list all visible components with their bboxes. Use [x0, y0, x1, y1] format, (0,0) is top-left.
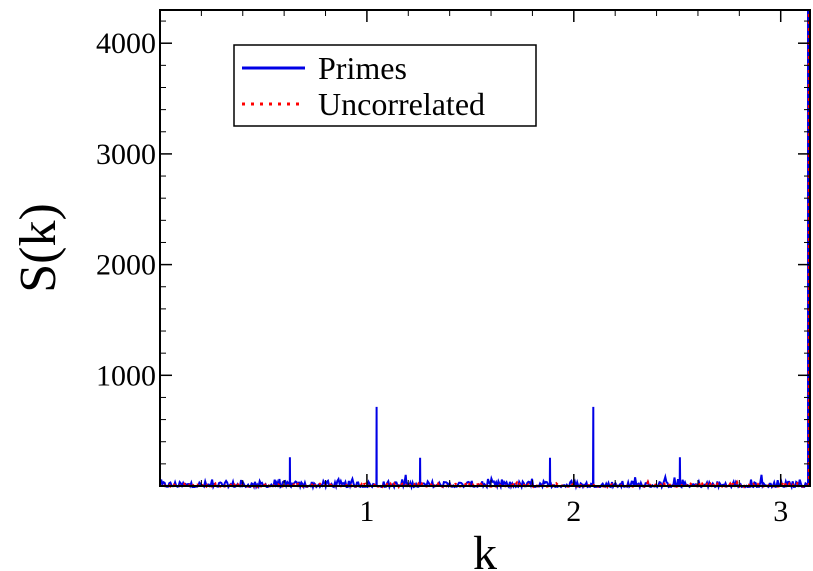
x-tick-label: 1 — [359, 495, 374, 528]
y-tick-label: 2000 — [96, 249, 156, 282]
legend-label-uncorrelated: Uncorrelated — [318, 86, 485, 122]
ticks-layer: 1 2 3 1000 2000 3000 4000 — [96, 10, 810, 528]
y-tick-label: 3000 — [96, 138, 156, 171]
x-axis-title: k — [473, 527, 497, 571]
legend: Primes Uncorrelated — [233, 44, 537, 127]
y-tick-label: 1000 — [96, 359, 156, 392]
legend-label-primes: Primes — [318, 50, 407, 86]
y-axis-title: S(k) — [10, 203, 67, 293]
x-tick-label: 2 — [566, 495, 581, 528]
y-tick-label: 4000 — [96, 27, 156, 60]
legend-box — [233, 44, 537, 127]
x-tick-label: 3 — [773, 495, 788, 528]
plot-area: 1 2 3 1000 2000 3000 4000 — [96, 8, 811, 528]
plot-frame — [159, 9, 811, 487]
